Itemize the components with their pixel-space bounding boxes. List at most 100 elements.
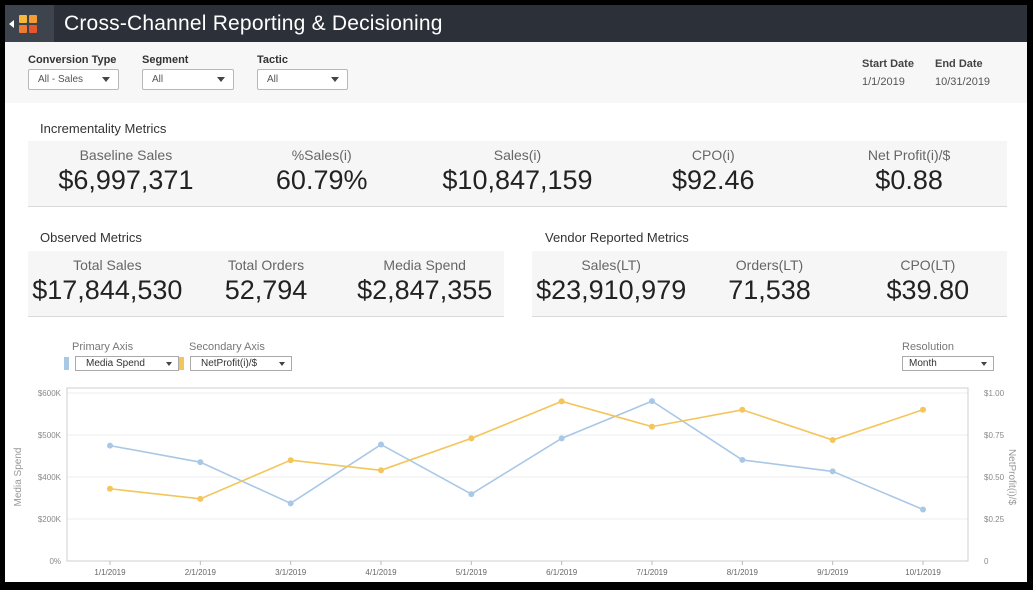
- back-arrow-icon: [9, 19, 14, 28]
- data-point: [107, 485, 113, 492]
- primary-axis-label: Primary Axis: [72, 341, 134, 353]
- metric-net-profit-i: Net Profit(i)/$ $0.88: [811, 141, 1007, 206]
- chevron-down-icon: [331, 77, 339, 82]
- metric-label: Sales(i): [493, 147, 542, 163]
- data-point: [829, 468, 836, 475]
- conversion-type-label: Conversion Type: [28, 54, 117, 66]
- metric-sales-lt: Sales(LT) $23,910,979: [532, 251, 690, 316]
- start-date-value[interactable]: 1/1/2019: [862, 76, 905, 88]
- secondary-axis-label: Secondary Axis: [189, 341, 265, 353]
- y-tick-label: $200K: [38, 515, 62, 524]
- secondary-axis-control: Secondary Axis NetProfit(i)/$: [179, 341, 292, 371]
- line-chart: 0% $200K $400K $500K $600K 0 $0.25 $0.50 $0.75 $…: [13, 387, 1017, 577]
- metric-label: CPO(LT): [900, 257, 956, 273]
- data-point: [287, 500, 294, 507]
- metric-value: $2,847,355: [357, 275, 493, 305]
- metric-label: Sales(LT): [581, 257, 641, 273]
- y2-tick-label: $0.75: [984, 431, 1005, 440]
- metric-value: $23,910,979: [536, 275, 687, 305]
- chevron-down-icon: [102, 77, 110, 82]
- x-tick-label: 3/1/2019: [275, 568, 307, 577]
- y2-tick-label: $0.25: [984, 515, 1005, 524]
- incrementality-title: Incrementality Metrics: [40, 121, 167, 136]
- metric-label: %Sales(i): [291, 147, 352, 163]
- data-point: [558, 435, 565, 442]
- end-date: End Date 10/31/2019: [935, 58, 990, 88]
- segment-select[interactable]: All: [142, 69, 234, 90]
- metric-pct-sales-i: %Sales(i) 60.79%: [224, 141, 420, 206]
- tactic-value: All: [267, 74, 279, 85]
- primary-series-swatch: [64, 357, 69, 370]
- metric-label: Net Profit(i)/$: [867, 147, 951, 163]
- metric-value: 60.79%: [275, 165, 368, 195]
- chevron-down-icon: [981, 361, 987, 366]
- conversion-type-value: All - Sales: [38, 74, 84, 85]
- tactic-label: Tactic: [257, 54, 288, 66]
- primary-y-ticks: 0% $200K $400K $500K $600K: [38, 389, 62, 566]
- grid-lines: [67, 392, 968, 520]
- observed-title: Observed Metrics: [40, 230, 142, 245]
- incrementality-panel: Baseline Sales $6,997,371 %Sales(i) 60.7…: [28, 141, 1007, 207]
- metric-label: Orders(LT): [735, 257, 804, 273]
- series-group: [107, 398, 926, 513]
- series-line: [109, 400, 924, 511]
- conversion-type-select[interactable]: All - Sales: [28, 69, 119, 90]
- secondary-axis-title: NetProfit(i)/$: [1006, 449, 1017, 506]
- data-point: [287, 457, 294, 464]
- start-date-label: Start Date: [862, 58, 914, 70]
- data-point: [378, 441, 384, 448]
- x-tick-label: 10/1/2019: [905, 568, 941, 577]
- y2-tick-label: $0.50: [984, 473, 1005, 482]
- tactic-select[interactable]: All: [257, 69, 348, 90]
- metric-value: $0.88: [875, 165, 943, 195]
- app-menu-button[interactable]: [5, 5, 54, 42]
- metric-value: 71,538: [728, 275, 811, 305]
- app-header: Cross-Channel Reporting & Decisioning: [5, 5, 1027, 42]
- metric-baseline-sales: Baseline Sales $6,997,371: [28, 141, 224, 206]
- secondary-series-swatch: [179, 357, 184, 370]
- metric-value: $6,997,371: [58, 165, 194, 195]
- observed-panel: Total Sales $17,844,530 Total Orders 52,…: [28, 251, 504, 317]
- segment-filter: Segment All: [142, 54, 234, 90]
- data-point: [107, 442, 113, 449]
- data-point: [739, 456, 746, 463]
- metric-orders-lt: Orders(LT) 71,538: [690, 251, 848, 316]
- resolution-value: Month: [909, 358, 937, 369]
- data-point: [649, 398, 655, 405]
- primary-axis-select[interactable]: Media Spend: [75, 356, 179, 371]
- app-grid-logo-icon: [19, 14, 37, 33]
- data-point: [920, 406, 926, 413]
- metric-total-sales: Total Sales $17,844,530: [28, 251, 187, 316]
- app-window: Cross-Channel Reporting & Decisioning Co…: [5, 5, 1027, 582]
- y2-tick-label: $1.00: [984, 389, 1005, 398]
- resolution-label: Resolution: [902, 341, 954, 353]
- plot-frame: [66, 387, 969, 562]
- end-date-label: End Date: [935, 58, 983, 70]
- data-point: [378, 467, 384, 474]
- logo-tile: [19, 24, 27, 33]
- y-tick-label: $600K: [38, 389, 62, 398]
- y-tick-label: $400K: [38, 473, 62, 482]
- x-tick-label: 5/1/2019: [456, 568, 488, 577]
- data-point: [197, 495, 204, 502]
- metric-media-spend: Media Spend $2,847,355: [345, 251, 504, 316]
- logo-tile: [29, 24, 37, 33]
- series-line: [109, 400, 924, 500]
- metric-value: $92.46: [671, 165, 755, 195]
- primary-axis-control: Primary Axis Media Spend: [64, 341, 179, 371]
- data-point: [468, 491, 475, 498]
- start-date: Start Date 1/1/2019: [862, 58, 914, 88]
- x-tick-label: 1/1/2019: [94, 568, 126, 577]
- x-ticks: 1/1/2019 2/1/2019 3/1/2019 4/1/2019 5/1/2019…: [94, 561, 941, 577]
- data-point: [649, 423, 655, 430]
- data-point: [468, 435, 475, 442]
- secondary-axis-select[interactable]: NetProfit(i)/$: [190, 356, 292, 371]
- end-date-value[interactable]: 10/31/2019: [935, 76, 991, 88]
- metric-value: $17,844,530: [32, 275, 183, 305]
- data-point: [558, 398, 565, 405]
- data-point: [739, 406, 746, 413]
- metric-value: 52,794: [224, 275, 308, 305]
- data-point: [920, 506, 926, 513]
- logo-tile: [29, 14, 37, 23]
- resolution-select[interactable]: Month: [902, 356, 994, 371]
